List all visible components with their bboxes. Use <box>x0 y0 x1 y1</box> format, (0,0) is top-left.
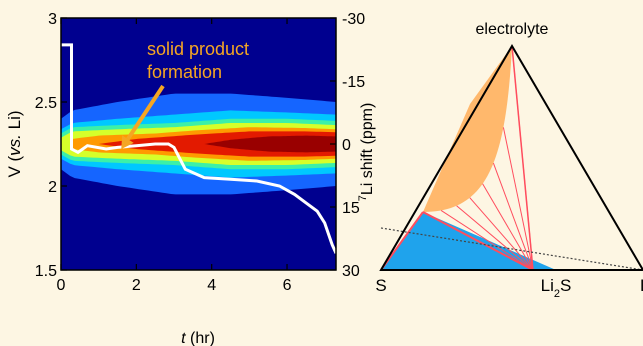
tie-line-4 <box>482 183 534 271</box>
right-axis-label: 7Li shift (ppm) <box>357 103 376 202</box>
heatmap-band-7 <box>204 135 336 153</box>
x-tick-label: 0 <box>57 277 66 294</box>
y2-tick-label: -30 <box>342 11 365 28</box>
vertex-label-electrolyte: electrolyte <box>476 21 549 38</box>
tie-line-5 <box>469 197 534 271</box>
y2-tick-label: 0 <box>342 137 351 154</box>
x-tick-label: 2 <box>132 277 141 294</box>
tie-line-boundary-left <box>380 211 424 271</box>
annotation-line-1: solid product <box>147 39 249 59</box>
tie-line-6 <box>456 205 534 271</box>
voltage-nmr-chart: 0 2 4 6 1.5 2 2.5 3 -30 -15 0 15 30 t (hr) V (vs. … <box>5 11 376 346</box>
annotation: solid product formation <box>121 39 249 149</box>
annotation-line-2: formation <box>147 62 222 82</box>
y-tick-label: 3 <box>48 11 57 28</box>
tie-lines <box>380 45 534 271</box>
vertex-label-li2s: Li2S <box>541 276 572 300</box>
y-axis-label: V (vs. Li) <box>5 110 24 177</box>
tie-line-apex <box>511 45 534 271</box>
ternary-triangle <box>379 44 643 271</box>
tie-line-7 <box>440 209 534 271</box>
solid-region <box>381 212 556 270</box>
x-tick-label: 6 <box>283 277 292 294</box>
vertex-label-s: S <box>375 276 386 295</box>
x-axis-ticks: 0 2 4 6 <box>57 18 292 294</box>
tie-line-3 <box>492 162 534 271</box>
y2-tick-label: 15 <box>342 200 360 217</box>
ternary-diagram: electrolyte S Li Li2S <box>375 21 643 300</box>
y2-tick-label: 30 <box>342 263 360 280</box>
voltage-curve <box>61 43 336 254</box>
annotation-arrow-shaft <box>126 84 165 141</box>
y2-tick-label: -15 <box>342 74 365 91</box>
x-axis-label: t (hr) <box>181 330 215 346</box>
y-tick-label: 1.5 <box>35 263 57 280</box>
y-axis-ticks: 1.5 2 2.5 3 <box>35 11 67 280</box>
tie-line-2 <box>502 127 534 271</box>
annotation-arrow-head <box>121 135 134 149</box>
heatmap-contours <box>61 93 336 195</box>
vertex-label-li: Li <box>640 276 643 295</box>
x-tick-label: 4 <box>207 277 216 294</box>
liquid-region <box>423 46 512 212</box>
y-tick-label: 2 <box>48 179 57 196</box>
right-axis-ticks: -30 -15 0 15 30 <box>330 11 365 280</box>
tie-line-boundary <box>422 211 534 271</box>
dotted-line <box>380 227 643 271</box>
y-tick-label: 2.5 <box>35 95 57 112</box>
